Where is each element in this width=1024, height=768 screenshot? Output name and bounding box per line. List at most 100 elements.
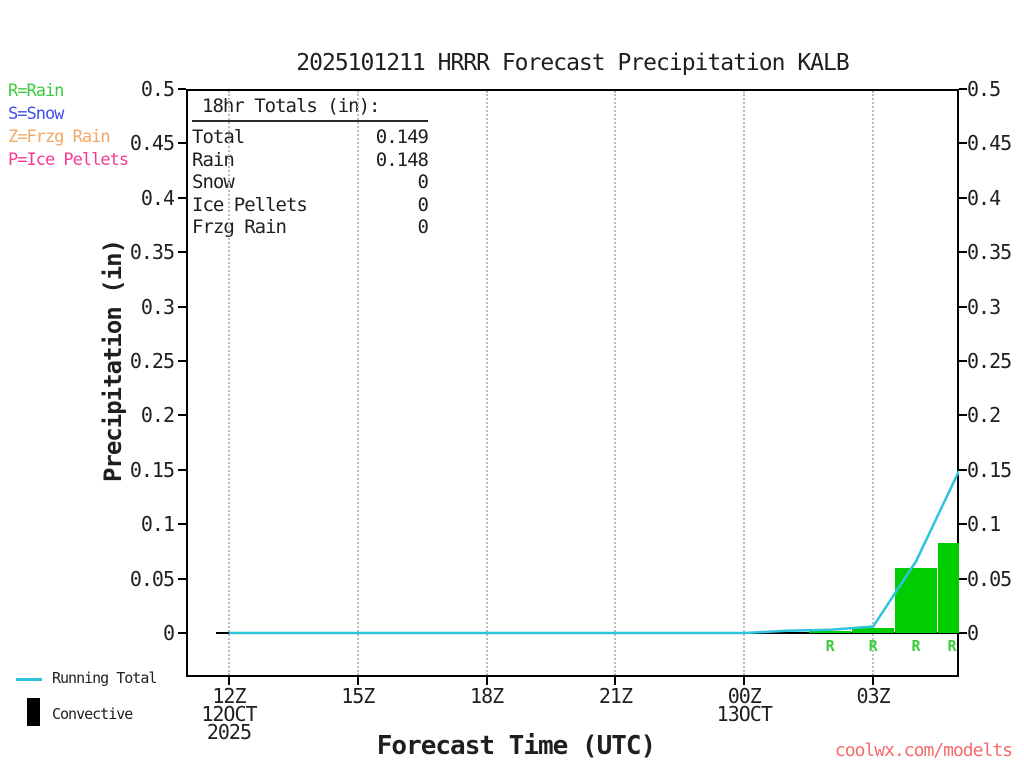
y-tick-right <box>959 88 967 90</box>
y-tick-left <box>178 88 186 90</box>
y-tick-label-left: 0.25 <box>129 349 175 373</box>
x-tick-label-18Z: 18Z <box>470 684 504 708</box>
y-tick-label-right: 0.4 <box>967 185 1001 210</box>
x-tick-label-00Z: 00Z <box>727 684 762 708</box>
y-tick-label-right: 0.2 <box>967 403 1001 428</box>
y-tick-right <box>959 305 967 308</box>
precip-bar-03Z <box>852 628 895 633</box>
totals-rows: Total 0.149 Rain 0.148 Snow 0 Ice Pellets 0 Frzg… <box>192 126 429 239</box>
vertical-gridline <box>356 91 359 675</box>
precip-type-marker-05Z: R <box>947 637 957 655</box>
y-tick-label-right: 0.3 <box>967 294 1001 319</box>
x-tick-sublabel-12OCT: 12OCT <box>201 702 257 726</box>
y-tick-label-right: 0.45 <box>967 131 1012 156</box>
totals-box: 18hr Totals (in): Total 0.149 Rain 0.148 Sno… <box>192 93 429 239</box>
precip-type-legend: R=Rain S=Snow Z=Frzg Rain P=Ice Pellets <box>8 80 129 172</box>
totals-row-label: Ice Pellets <box>192 193 308 216</box>
precip-type-marker-02Z: R <box>825 637 835 655</box>
chart-title: 2025101211 HRRR Forecast Precipitation K… <box>296 50 849 76</box>
y-tick-label-right: 0.5 <box>967 77 1001 101</box>
precip-type-marker-03Z: R <box>868 637 878 655</box>
y-tick-left <box>178 251 186 254</box>
precip-type-marker-04Z: R <box>911 637 921 655</box>
precip-bar-04Z <box>895 568 938 633</box>
y-tick-left <box>178 305 186 308</box>
precip-type-legend-item: P=Ice Pellets <box>8 150 129 170</box>
x-tick-12Z <box>227 677 230 685</box>
y-tick-label-right: 0.35 <box>967 240 1012 265</box>
totals-row-value: 0 <box>417 193 429 216</box>
x-tick-03Z <box>872 677 875 685</box>
x-tick-sublabel-2025: 2025 <box>206 720 252 744</box>
totals-row-label: Snow <box>192 171 235 193</box>
vertical-gridline <box>485 91 488 675</box>
vertical-gridline <box>872 91 875 675</box>
y-tick-right <box>959 632 967 634</box>
y-tick-left <box>178 577 186 580</box>
x-tick-00Z <box>743 677 746 685</box>
x-tick-label-15Z: 15Z <box>341 684 375 708</box>
y-tick-label-right: 0.15 <box>967 457 1012 482</box>
y-tick-right <box>959 468 967 471</box>
precip-bar-02Z <box>809 631 852 633</box>
y-tick-label-left: 0.1 <box>140 512 175 537</box>
precip-bar-05Z <box>938 543 959 633</box>
x-tick-15Z <box>356 677 359 685</box>
y-tick-label-right: 0.05 <box>967 566 1012 591</box>
y-tick-label-left: 0.2 <box>140 403 175 428</box>
y-tick-right <box>959 414 967 417</box>
y-tick-label-left: 0.4 <box>140 185 175 210</box>
totals-row-value: 0 <box>417 171 429 193</box>
precip-type-legend-item: S=Snow <box>8 104 64 124</box>
y-tick-right <box>959 523 967 526</box>
y-tick-label-left: 0.5 <box>140 77 175 101</box>
y-tick-left <box>178 523 186 526</box>
x-tick-label-21Z: 21Z <box>598 684 633 708</box>
vertical-gridline <box>743 91 746 675</box>
x-tick-21Z <box>614 677 617 685</box>
x-tick-18Z <box>485 677 488 685</box>
y-tick-label-left: 0.35 <box>129 240 175 265</box>
y-tick-right <box>959 196 967 199</box>
y-tick-right <box>959 577 967 580</box>
y-tick-label-right: 0.1 <box>967 512 1001 537</box>
y-tick-right <box>959 142 967 145</box>
totals-heading: 18hr Totals (in): <box>192 93 428 122</box>
vertical-gridline <box>614 91 617 675</box>
convective-bar-swatch <box>27 698 40 726</box>
x-tick-sublabel-13OCT: 13OCT <box>716 702 773 726</box>
running-total-legend-label: Running Total <box>52 669 157 687</box>
y-tick-right <box>959 360 967 362</box>
y-tick-label-right: 0 <box>967 621 979 645</box>
y-tick-label-left: 0 <box>162 621 175 645</box>
plot-inner: 18hr Totals (in): Total 0.149 Rain 0.148 Sno… <box>186 89 959 677</box>
totals-row-frzg-rain: Frzg Rain 0 <box>192 216 429 239</box>
x-tick-label-12Z: 12Z <box>212 684 246 708</box>
totals-row-label: Frzg Rain <box>192 216 287 238</box>
y-tick-right <box>959 251 967 254</box>
totals-row-label: Rain <box>192 148 235 171</box>
y-tick-left <box>178 414 186 417</box>
totals-row-value: 0.149 <box>375 126 429 148</box>
totals-row-ice-pellets: Ice Pellets 0 <box>192 193 429 217</box>
totals-row-rain: Rain 0.148 <box>192 148 429 172</box>
precip-type-legend-item: R=Rain <box>8 81 64 101</box>
totals-row-label: Total <box>192 126 245 148</box>
y-tick-label-left: 0.05 <box>129 566 175 591</box>
totals-row-total: Total 0.149 <box>192 126 429 149</box>
x-axis-title: Forecast Time (UTC) <box>376 731 656 761</box>
totals-row-value: 0.148 <box>375 148 429 171</box>
precip-type-legend-item: Z=Frzg Rain <box>8 127 111 147</box>
y-tick-label-left: 0.15 <box>129 457 175 482</box>
y-tick-left <box>178 468 186 471</box>
y-tick-label-right: 0.25 <box>967 349 1012 373</box>
y-tick-left <box>178 196 186 199</box>
y-tick-left <box>178 632 186 634</box>
plot-area: 18hr Totals (in): Total 0.149 Rain 0.148 Sno… <box>186 89 959 677</box>
convective-legend-label: Convective <box>52 705 133 723</box>
y-tick-label-left: 0.3 <box>140 294 175 319</box>
watermark: coolwx.com/modelts <box>834 740 1013 761</box>
running-total-line-swatch <box>16 678 42 681</box>
vertical-gridline <box>227 91 230 675</box>
